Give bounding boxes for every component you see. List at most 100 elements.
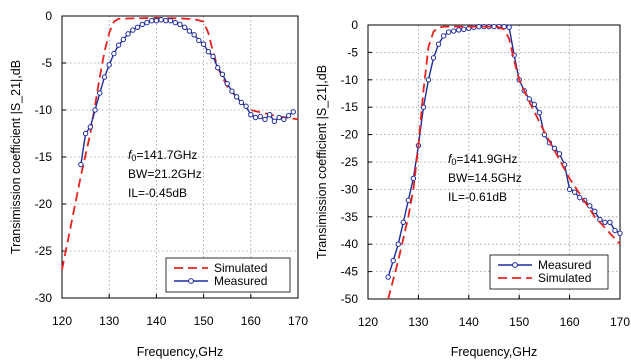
y-tick-label: -45 bbox=[341, 265, 359, 279]
legend-label: Measured bbox=[214, 274, 267, 288]
data-point bbox=[115, 42, 122, 48]
data-point bbox=[602, 219, 608, 225]
x-tick-label: 130 bbox=[99, 314, 119, 328]
data-point bbox=[576, 194, 583, 201]
y-tick-label: 0 bbox=[45, 9, 52, 23]
series-line-simulated bbox=[61, 16, 299, 270]
data-point bbox=[400, 219, 406, 225]
x-tick-label: 120 bbox=[52, 314, 72, 328]
data-point bbox=[215, 65, 221, 71]
data-point bbox=[139, 21, 145, 28]
y-tick-label: -25 bbox=[35, 244, 53, 258]
y-tick-label: -50 bbox=[341, 292, 359, 306]
data-point bbox=[450, 28, 457, 34]
annotation-text: f0=141.9GHz bbox=[448, 152, 517, 167]
data-point bbox=[592, 208, 598, 215]
data-point bbox=[248, 112, 254, 118]
y-axis-title: Transimission coefficient |S_21|,dB bbox=[315, 65, 329, 259]
data-point bbox=[238, 99, 245, 106]
legend-label: Measured bbox=[538, 258, 591, 272]
x-tick-label: 140 bbox=[146, 314, 166, 328]
data-point bbox=[395, 241, 401, 247]
data-point bbox=[445, 29, 452, 35]
data-point bbox=[276, 114, 282, 121]
data-point bbox=[440, 33, 447, 39]
data-point bbox=[196, 37, 202, 44]
legend-label: Simulated bbox=[538, 271, 591, 285]
data-point bbox=[87, 124, 94, 130]
y-tick-label: -15 bbox=[35, 150, 53, 164]
data-point bbox=[612, 227, 618, 234]
data-point bbox=[182, 24, 188, 30]
x-tick-label: 160 bbox=[560, 315, 580, 329]
data-point bbox=[405, 197, 412, 204]
data-point bbox=[97, 90, 103, 96]
data-point bbox=[266, 112, 273, 118]
annotation-text: IL=-0.61dB bbox=[448, 190, 507, 204]
chart-2: 120 130 140 150 160 170 0 -5 -10 -15 -20 -25 -30 -35 -… bbox=[315, 18, 630, 359]
x-tick-label: 150 bbox=[194, 314, 214, 328]
y-tick-label: -20 bbox=[341, 128, 359, 142]
chart-1: 120 130 140 150 160 170 0 -5 -10 -15 -20 -25 -30 Freq… bbox=[9, 9, 308, 359]
legend-marker bbox=[188, 278, 194, 284]
data-point bbox=[153, 18, 160, 24]
y-tick-label: -30 bbox=[35, 291, 53, 305]
data-point bbox=[285, 112, 292, 119]
data-point bbox=[111, 50, 117, 57]
data-point bbox=[571, 189, 578, 195]
data-point bbox=[106, 62, 112, 68]
data-point bbox=[172, 19, 178, 26]
annotation-text: IL=-0.45dB bbox=[128, 186, 187, 200]
data-point bbox=[556, 151, 563, 157]
data-point bbox=[617, 230, 623, 236]
y-tick-label: -40 bbox=[341, 237, 359, 251]
annotation-text: BW=21.2GHz bbox=[128, 167, 202, 181]
data-point bbox=[252, 114, 259, 121]
data-point bbox=[224, 80, 230, 87]
y-tick-label: -20 bbox=[35, 197, 53, 211]
data-point bbox=[134, 24, 141, 30]
data-point bbox=[82, 130, 89, 137]
data-point bbox=[101, 74, 108, 80]
data-point bbox=[243, 103, 249, 109]
legend-marker bbox=[512, 262, 518, 268]
data-point bbox=[229, 88, 235, 94]
x-tick-label: 130 bbox=[408, 315, 428, 329]
data-point bbox=[167, 18, 174, 24]
data-point bbox=[491, 23, 497, 30]
data-point bbox=[78, 161, 84, 168]
data-point bbox=[566, 186, 573, 193]
y-tick-label: -5 bbox=[41, 56, 52, 70]
data-point bbox=[476, 23, 482, 30]
x-axis-title: Frequency,GHz bbox=[137, 345, 224, 359]
data-point bbox=[461, 26, 467, 33]
y-tick-label: -30 bbox=[341, 182, 359, 196]
data-point bbox=[271, 118, 278, 124]
data-point bbox=[148, 18, 155, 24]
data-point bbox=[410, 175, 417, 182]
data-point bbox=[120, 36, 127, 43]
x-tick-label: 170 bbox=[288, 314, 308, 328]
data-point bbox=[177, 21, 183, 28]
x-tick-label: 150 bbox=[509, 315, 529, 329]
y-tick-label: -10 bbox=[35, 103, 53, 117]
data-point bbox=[262, 116, 268, 123]
x-tick-label: 120 bbox=[358, 315, 378, 329]
x-tick-label: 140 bbox=[459, 315, 479, 329]
data-point bbox=[219, 71, 226, 77]
data-point bbox=[587, 203, 593, 209]
y-tick-label: 0 bbox=[351, 18, 358, 32]
data-point bbox=[536, 109, 543, 116]
data-point bbox=[125, 31, 131, 37]
data-point bbox=[456, 27, 462, 33]
legend-label: Simulated bbox=[214, 261, 267, 275]
data-point bbox=[390, 257, 396, 264]
data-point bbox=[281, 116, 287, 123]
data-point bbox=[257, 113, 263, 120]
x-axis-title: Frequency,GHz bbox=[451, 345, 538, 359]
y-tick-label: -10 bbox=[341, 73, 359, 87]
